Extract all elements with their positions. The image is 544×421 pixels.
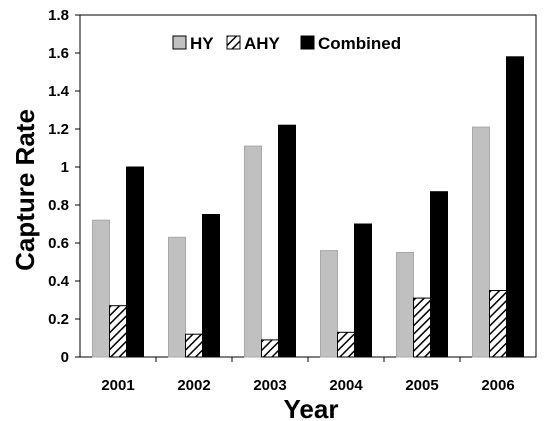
y-tick-label: 1.4: [48, 83, 70, 100]
x-axis-title: Year: [284, 394, 339, 421]
y-tick-label: 0.4: [48, 273, 70, 290]
bar-combined: [354, 223, 372, 358]
bar-ahy: [261, 339, 279, 358]
y-tick-label: 0: [61, 349, 69, 366]
x-tick-label: 2001: [101, 377, 134, 394]
legend-swatch-ahy: [226, 35, 241, 50]
legend-swatch-combined: [300, 35, 315, 50]
y-tick-label: 1.6: [48, 45, 69, 62]
x-tick-label: 2003: [253, 377, 286, 394]
y-tick-label: 0.6: [48, 235, 69, 252]
bar-ahy: [109, 305, 127, 358]
y-tick-label: 0.8: [48, 197, 69, 214]
bar-ahy: [489, 290, 507, 358]
bar-hy: [244, 145, 262, 358]
plot-frame: [79, 14, 537, 358]
legend-label-combined: Combined: [318, 34, 401, 53]
bar-ahy: [185, 333, 203, 358]
plot-area: 0 0.2 0.4 0.6 0.8 1 1.2 1.4 1.6 1.8 2001 2002 2003 20…: [48, 7, 537, 394]
y-tick-label: 1.8: [48, 7, 69, 24]
bar-hy: [472, 126, 490, 358]
legend-label-hy: HY: [190, 34, 214, 53]
x-tick-label: 2005: [405, 377, 438, 394]
bar-combined: [430, 191, 448, 358]
bar-combined: [126, 166, 144, 358]
bar-combined: [278, 124, 296, 358]
x-tick-label: 2002: [177, 377, 210, 394]
bar-combined: [506, 56, 524, 358]
bar-ahy: [413, 297, 431, 358]
bar-hy: [168, 236, 186, 358]
bar-hy: [320, 250, 338, 358]
legend-label-ahy: AHY: [244, 34, 281, 53]
bar-hy: [396, 252, 414, 358]
bar-ahy: [337, 331, 355, 358]
bar-hy: [92, 219, 110, 358]
y-tick-label: 0.2: [48, 311, 69, 328]
x-tick-label: 2006: [481, 377, 514, 394]
legend: HY AHY Combined: [172, 34, 401, 53]
bar-combined: [202, 214, 220, 358]
y-axis-title: Capture Rate: [10, 109, 40, 271]
legend-swatch-hy: [172, 35, 187, 50]
y-tick-label: 1.2: [48, 121, 69, 138]
x-tick-label: 2004: [329, 377, 363, 394]
y-tick-label: 1: [61, 159, 69, 176]
